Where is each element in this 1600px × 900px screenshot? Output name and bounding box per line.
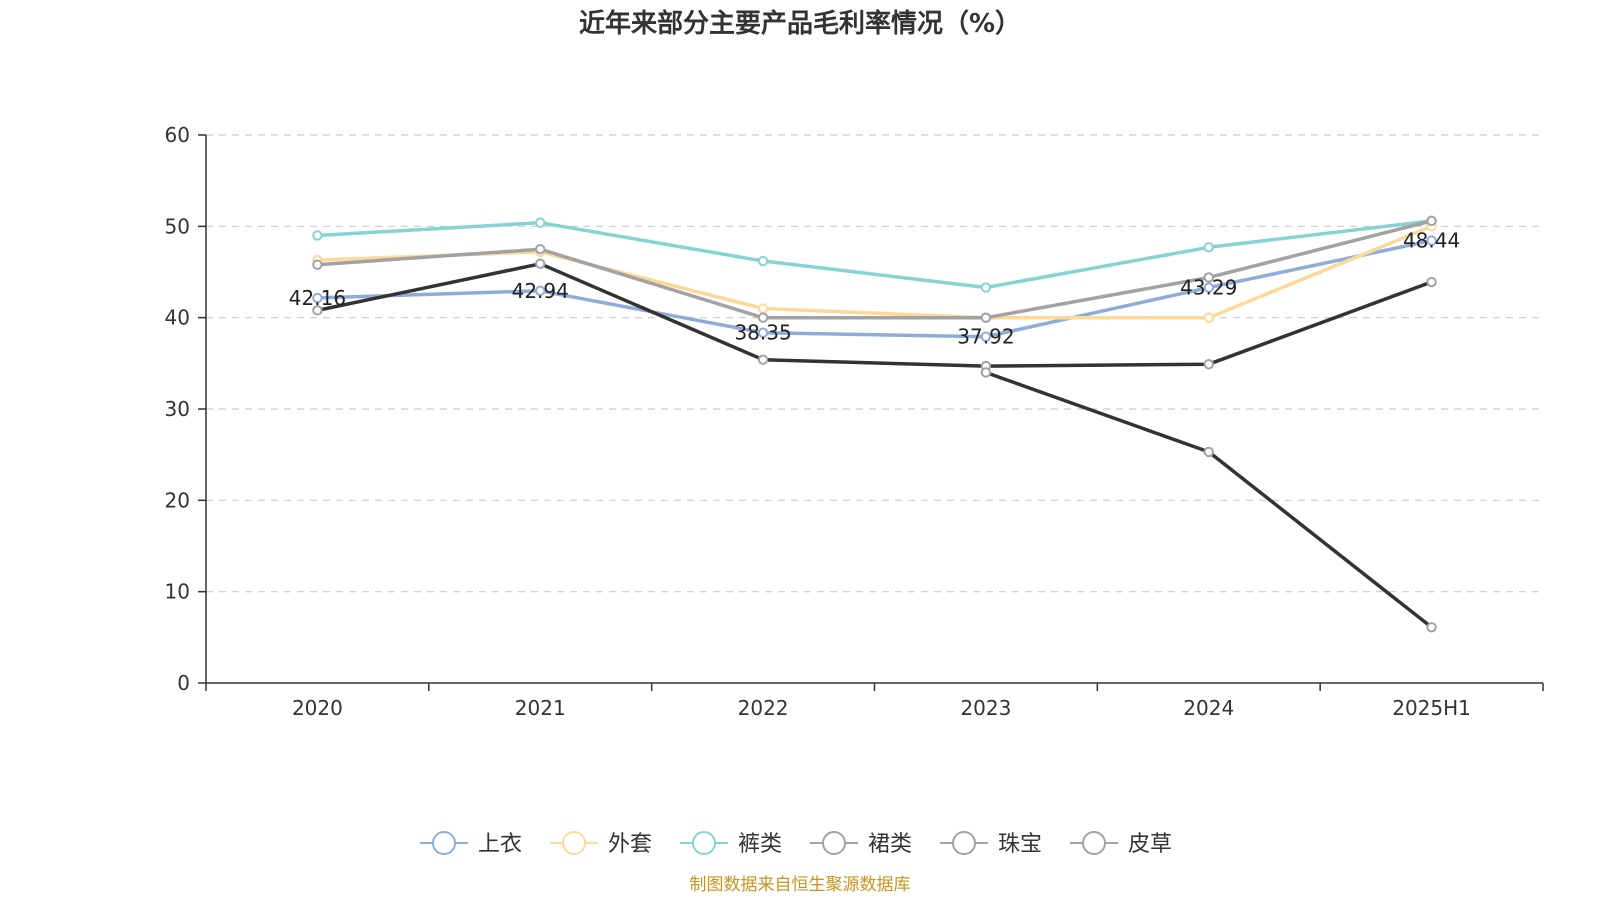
legend-marker-皮草 bbox=[1082, 831, 1106, 855]
legend: 上衣 外套 裤类 裙类 珠宝 皮草 bbox=[420, 831, 1172, 857]
data-point-裤类 bbox=[312, 230, 323, 241]
legend-marker-外套 bbox=[562, 831, 586, 855]
data-point-上衣 bbox=[980, 331, 992, 342]
series-layer bbox=[312, 215, 1437, 633]
legend-label-皮草: 皮草 bbox=[1128, 832, 1172, 857]
y-tick-label: 30 bbox=[165, 397, 190, 421]
data-point-珠宝 bbox=[535, 258, 546, 269]
legend-label-上衣: 上衣 bbox=[478, 832, 522, 857]
data-point-珠宝 bbox=[1426, 276, 1437, 288]
data-label-上衣: 42.94 bbox=[512, 279, 569, 303]
y-tick-label: 20 bbox=[165, 488, 190, 512]
data-point-上衣 bbox=[757, 327, 769, 338]
data-point-珠宝 bbox=[312, 305, 323, 316]
data-point-裤类 bbox=[535, 217, 546, 228]
data-point-皮草 bbox=[980, 367, 992, 378]
data-point-裤类 bbox=[1203, 242, 1214, 253]
data-point-珠宝 bbox=[1203, 359, 1214, 370]
x-tick-label-2022: 2022 bbox=[738, 696, 789, 720]
data-point-裙类 bbox=[1203, 272, 1214, 283]
y-tick-label: 60 bbox=[165, 123, 190, 147]
series-line-裙类 bbox=[317, 219, 1433, 320]
series-line-裤类 bbox=[317, 219, 1432, 290]
y-tick-label: 0 bbox=[177, 671, 190, 695]
y-tick-label: 40 bbox=[165, 306, 190, 330]
axis-layer: 0 10 20 30 40 50 60 2020 2021 2022 2023 2024 2025H1 bbox=[165, 123, 1544, 720]
x-tick-label-2021: 2021 bbox=[515, 696, 566, 720]
data-label-上衣: 38.35 bbox=[734, 321, 791, 345]
legend-label-裤类: 裤类 bbox=[738, 832, 782, 857]
data-point-裙类 bbox=[535, 243, 546, 255]
x-tick-label-2025H1: 2025H1 bbox=[1392, 696, 1471, 720]
data-label-上衣: 42.16 bbox=[289, 286, 346, 310]
data-label-上衣: 48.44 bbox=[1403, 229, 1460, 253]
data-point-珠宝 bbox=[757, 354, 769, 365]
legend-label-外套: 外套 bbox=[608, 832, 652, 857]
data-label-上衣: 43.29 bbox=[1180, 276, 1237, 300]
source-note: 制图数据来自恒生聚源数据库 bbox=[690, 875, 911, 895]
data-point-裙类 bbox=[1426, 215, 1437, 227]
legend-label-裙类: 裙类 bbox=[868, 832, 912, 857]
series-line-珠宝 bbox=[317, 262, 1433, 368]
data-point-上衣 bbox=[1426, 235, 1437, 246]
x-tick-label-2020: 2020 bbox=[292, 696, 343, 720]
data-point-上衣 bbox=[535, 285, 546, 297]
data-point-外套 bbox=[1203, 312, 1214, 323]
data-point-上衣 bbox=[1203, 282, 1214, 293]
y-tick-label: 50 bbox=[165, 214, 190, 238]
x-tick-label-2024: 2024 bbox=[1183, 696, 1234, 720]
series-line-上衣 bbox=[317, 238, 1432, 339]
data-label-上衣: 37.92 bbox=[957, 325, 1014, 349]
x-tick-label-2023: 2023 bbox=[960, 696, 1011, 720]
data-point-裙类 bbox=[757, 312, 769, 323]
data-point-皮草 bbox=[1203, 446, 1214, 458]
data-point-外套 bbox=[757, 303, 769, 314]
legend-marker-珠宝 bbox=[952, 831, 976, 855]
data-point-裙类 bbox=[312, 259, 323, 270]
legend-marker-裤类 bbox=[692, 831, 716, 855]
legend-label-珠宝: 珠宝 bbox=[998, 832, 1042, 857]
legend-marker-裙类 bbox=[822, 831, 846, 855]
data-point-裙类 bbox=[980, 312, 992, 323]
data-point-裤类 bbox=[980, 282, 992, 293]
data-point-皮草 bbox=[1426, 622, 1437, 633]
data-label-layer: 42.16 42.94 38.35 37.92 43.29 48.44 bbox=[289, 229, 1460, 349]
chart-title: 近年来部分主要产品毛利率情况（%） bbox=[579, 8, 1021, 39]
legend-marker-上衣 bbox=[432, 831, 456, 855]
data-point-裤类 bbox=[757, 255, 769, 267]
y-tick-label: 10 bbox=[165, 580, 190, 604]
data-point-上衣 bbox=[312, 292, 323, 304]
